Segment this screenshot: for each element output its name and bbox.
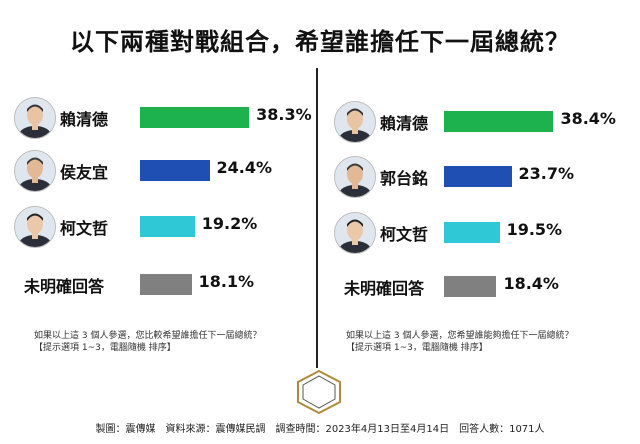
category-label: 郭台銘 — [380, 169, 429, 188]
bar — [444, 111, 554, 132]
category-label: 賴清德 — [380, 114, 429, 133]
value-label: 18.4% — [503, 274, 559, 293]
bar-row: 柯文哲 19.2% — [14, 206, 314, 254]
category-label: 柯文哲 — [60, 219, 109, 238]
bar — [140, 160, 210, 181]
panel-divider — [316, 68, 318, 368]
value-label: 38.4% — [560, 109, 616, 128]
candidate-photo-a — [334, 101, 376, 143]
footer-credits: 製圖：震傳媒 資料來源：震傳媒民調 調查時間：2023年4月13日至4月14日 … — [95, 424, 545, 435]
category-label: 未明確回答 — [344, 279, 425, 298]
bar — [140, 274, 192, 295]
right-question-hint: 【提示選項 1~3，電腦隨機 排序】 — [346, 343, 488, 353]
right-question-note: 如果以上這 3 個人參選，您希望誰能夠擔任下一屆總統？ 【提示選項 1~3，電腦… — [346, 330, 573, 354]
category-label: 賴清德 — [60, 110, 109, 129]
bar-row: 侯友宜 24.4% — [14, 150, 314, 198]
value-label: 19.5% — [506, 220, 563, 239]
candidate-photo-c — [14, 206, 56, 248]
left-question-hint: 【提示選項 1~3，電腦隨機 排序】 — [34, 343, 176, 353]
bar-row: 柯文哲 19.5% — [334, 212, 634, 260]
candidate-photo-a — [14, 97, 56, 139]
value-label: 23.7% — [518, 164, 575, 183]
chart-title: 以下兩種對戰組合，希望誰擔任下一屆總統？ — [70, 28, 570, 56]
category-label: 未明確回答 — [24, 277, 105, 296]
candidate-photo-b — [334, 156, 376, 198]
bar-row: 未明確回答 18.1% — [14, 264, 314, 312]
candidate-photo-c — [334, 212, 376, 254]
category-label: 侯友宜 — [60, 163, 109, 182]
bar — [140, 107, 250, 128]
value-label: 38.3% — [256, 105, 312, 124]
bar-row: 賴清德 38.4% — [334, 101, 634, 149]
bar — [444, 166, 512, 187]
value-label: 19.2% — [201, 214, 258, 233]
bar — [444, 276, 497, 297]
bar-row: 郭台銘 23.7% — [334, 156, 634, 204]
right-question-text: 如果以上這 3 個人參選，您希望誰能夠擔任下一屆總統？ — [346, 331, 574, 341]
bar-row: 賴清德 38.3% — [14, 97, 314, 145]
category-label: 柯文哲 — [380, 225, 429, 244]
brand-logo — [296, 369, 342, 415]
bar — [444, 222, 500, 243]
bar — [140, 216, 195, 237]
value-label: 24.4% — [216, 158, 273, 177]
bar-row: 未明確回答 18.4% — [334, 266, 634, 314]
candidate-photo-b — [14, 150, 56, 192]
value-label: 18.1% — [198, 272, 255, 291]
left-question-note: 如果以上這 3 個人參選，您比較希望誰擔任下一屆總統？ 【提示選項 1~3，電腦… — [34, 330, 261, 354]
left-question-text: 如果以上這 3 個人參選，您比較希望誰擔任下一屆總統？ — [34, 331, 262, 341]
